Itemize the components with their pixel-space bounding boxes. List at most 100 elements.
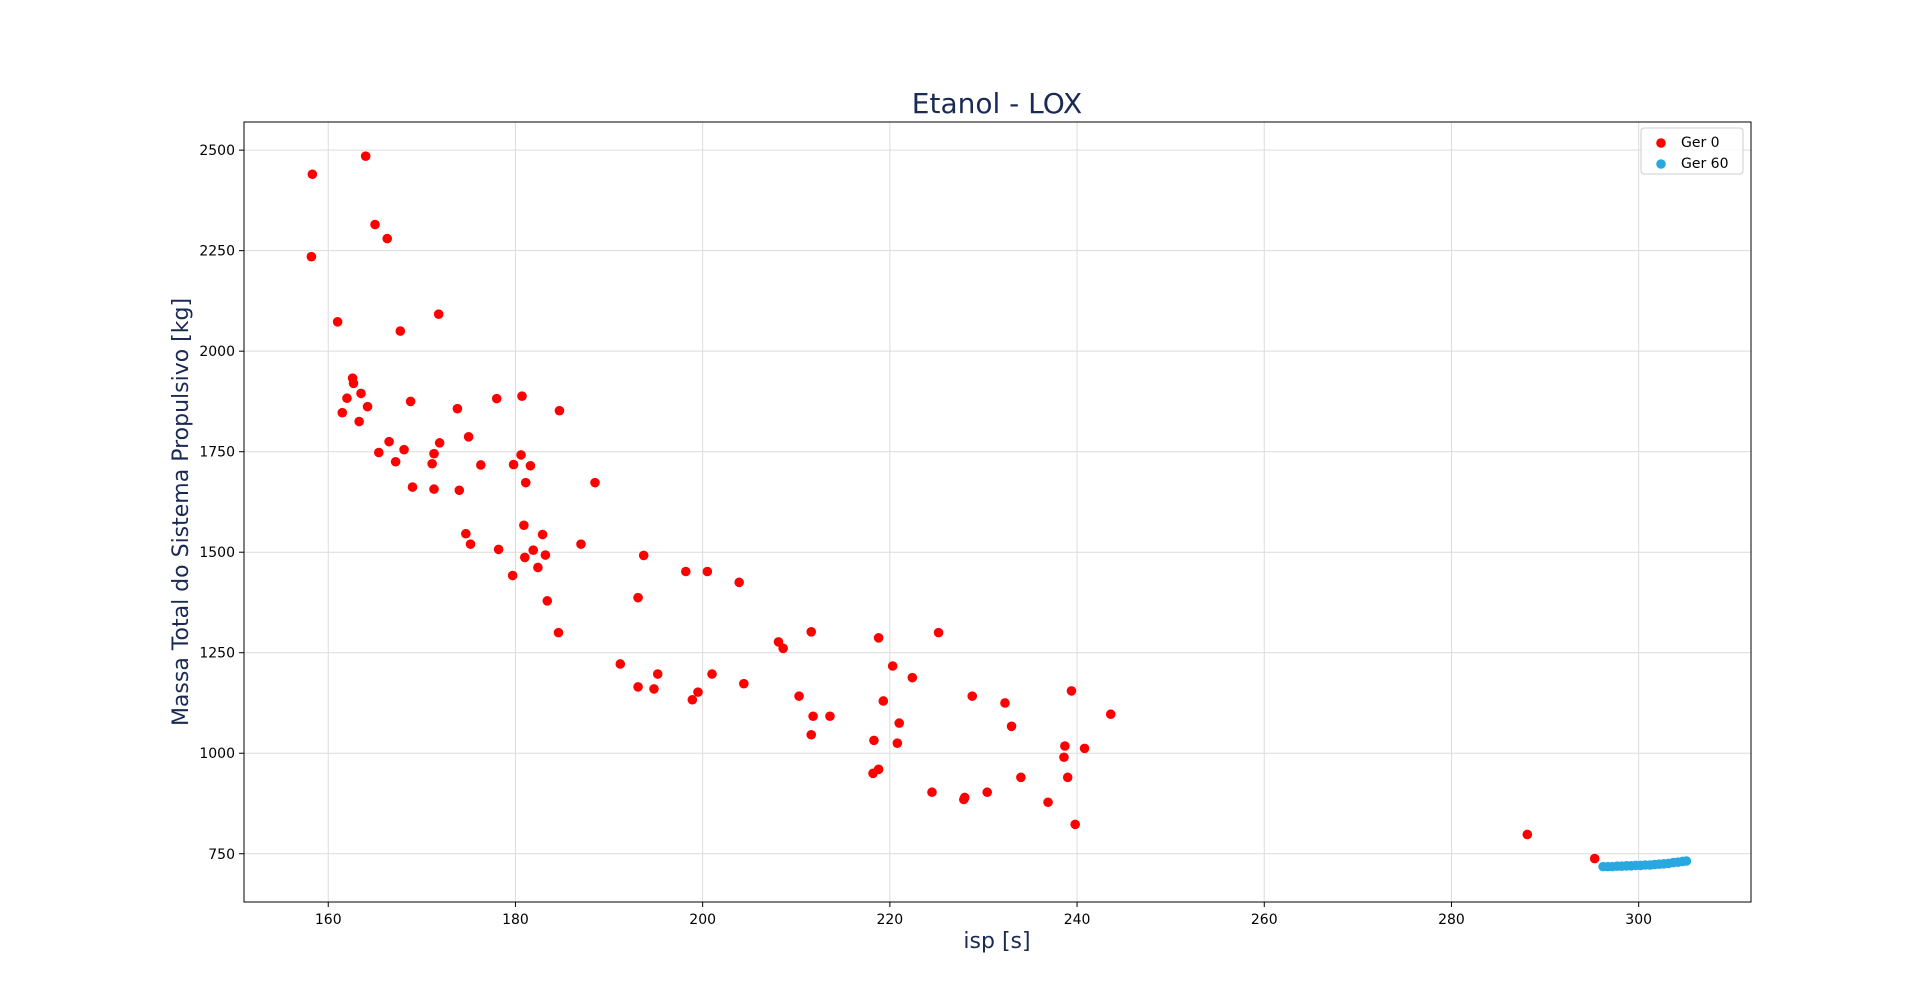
data-point [493, 544, 504, 555]
legend-marker [1656, 138, 1666, 148]
data-point [1070, 819, 1080, 830]
data-point [1522, 829, 1533, 840]
data-point [395, 326, 406, 336]
chart-title: Etanol - LOX [912, 87, 1082, 120]
data-point [554, 405, 565, 416]
x-tick-label: 260 [1251, 912, 1278, 928]
data-point [887, 661, 898, 671]
data-point [734, 577, 744, 588]
data-point [649, 684, 659, 694]
data-point [927, 787, 937, 798]
x-axis-label: isp [s] [963, 929, 1030, 954]
data-point [528, 545, 539, 555]
x-tick-label: 300 [1625, 912, 1652, 928]
data-point [1062, 772, 1073, 783]
data-point [454, 485, 465, 496]
data-point [337, 407, 348, 418]
data-point [429, 484, 439, 494]
data-point [306, 251, 317, 262]
x-tick-label: 200 [689, 912, 716, 928]
data-point [508, 459, 519, 470]
data-point [702, 566, 713, 577]
data-point [1059, 752, 1069, 763]
data-point [307, 169, 318, 180]
data-point [652, 669, 663, 679]
data-point [806, 627, 817, 637]
data-point [638, 550, 649, 561]
data-point [633, 592, 643, 603]
data-point [894, 718, 905, 728]
data-point [1016, 772, 1026, 783]
data-point [707, 669, 717, 679]
data-point [959, 792, 970, 803]
data-point [967, 691, 978, 701]
data-point [907, 672, 918, 683]
legend-label: Ger 0 [1681, 135, 1720, 151]
axis-ticks: 160 180 200 220 240 260 280 300 750 1000 1250 1500 1… [199, 143, 1652, 928]
data-point [434, 438, 445, 448]
data-points [306, 151, 1692, 872]
data-point [533, 562, 543, 573]
data-point [1000, 698, 1010, 708]
data-point [873, 633, 884, 643]
data-point [806, 729, 817, 740]
y-tick-label: 1750 [199, 445, 235, 461]
data-point [356, 388, 366, 399]
data-point [1060, 741, 1070, 751]
y-axis-label: Massa Total do Sistema Propulsivo [kg] [169, 298, 194, 726]
data-point [1066, 686, 1077, 696]
data-point [390, 456, 401, 467]
data-point [373, 447, 384, 458]
data-point [348, 378, 359, 389]
legend-label: Ger 60 [1681, 156, 1728, 172]
data-point [433, 309, 444, 319]
data-point [633, 682, 643, 692]
data-point [1681, 856, 1692, 866]
data-point [576, 539, 586, 549]
data-point [476, 460, 486, 470]
plot-frame [243, 121, 1752, 903]
data-point [507, 570, 518, 581]
data-point [370, 219, 380, 230]
data-point [516, 450, 526, 460]
data-point [525, 460, 536, 471]
data-point [399, 444, 409, 455]
data-point [794, 691, 804, 701]
data-point [332, 317, 343, 327]
data-point [873, 764, 884, 775]
data-point [405, 396, 416, 407]
y-tick-label: 2000 [199, 344, 235, 360]
data-point [342, 393, 352, 404]
data-point [892, 738, 903, 748]
x-tick-label: 240 [1064, 912, 1091, 928]
data-point [537, 529, 548, 540]
data-point [615, 659, 626, 669]
data-point [465, 539, 476, 549]
data-point [354, 416, 364, 427]
data-point [519, 520, 529, 531]
data-point [517, 391, 527, 402]
data-point [933, 627, 944, 638]
data-point [463, 432, 474, 442]
data-point [362, 401, 373, 412]
y-tick-label: 1000 [199, 746, 235, 762]
data-point [542, 596, 553, 606]
data-point [1079, 743, 1090, 754]
data-point [407, 482, 418, 492]
data-point [1006, 721, 1017, 732]
data-point [808, 711, 818, 722]
data-point [461, 528, 471, 539]
data-point [427, 458, 437, 469]
data-point [429, 448, 439, 459]
y-tick-label: 750 [208, 847, 235, 863]
data-point [1043, 797, 1053, 808]
data-point [878, 696, 889, 706]
x-tick-label: 220 [876, 912, 903, 928]
data-point [739, 678, 749, 689]
y-tick-label: 1500 [199, 545, 235, 561]
data-point [540, 550, 551, 560]
y-tick-label: 2250 [199, 244, 235, 260]
legend: Ger 0 Ger 60 [1640, 127, 1744, 175]
data-point [825, 711, 835, 722]
